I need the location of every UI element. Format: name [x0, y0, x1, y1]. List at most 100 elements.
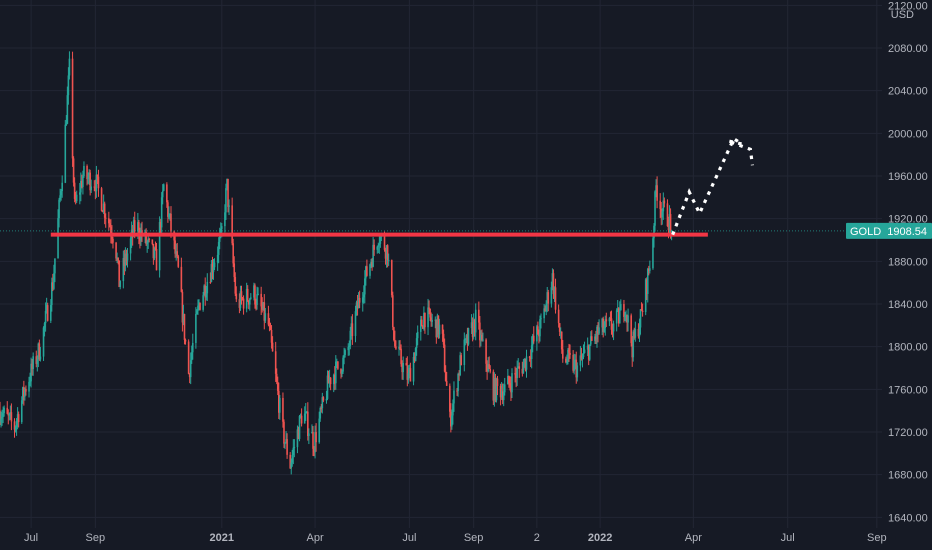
candle-body: [197, 305, 199, 311]
candle-body: [460, 355, 463, 366]
candle-body: [547, 292, 550, 304]
candle-body: [262, 302, 265, 310]
candle-body: [224, 212, 226, 227]
candle-body: [576, 365, 579, 378]
candle-body: [451, 415, 453, 427]
candle-body: [245, 288, 248, 309]
candle-body: [320, 407, 323, 409]
candle-body: [625, 314, 627, 316]
candle-body: [587, 345, 590, 360]
candle-body: [481, 335, 483, 340]
candle-body: [654, 191, 656, 226]
candle-body: [357, 297, 360, 309]
candle-body: [474, 309, 477, 333]
candle-body: [86, 165, 88, 180]
candle-body: [90, 186, 93, 191]
candle-body: [115, 242, 117, 259]
candle-body: [530, 345, 533, 359]
candle-body: [545, 303, 547, 312]
candle-body: [322, 397, 325, 401]
candle-body: [46, 305, 49, 321]
candle-body: [296, 429, 299, 448]
candle-body: [509, 383, 511, 386]
candle-body: [406, 365, 409, 380]
candle-body: [30, 363, 32, 382]
candle-body: [536, 326, 538, 342]
candle-body: [74, 198, 77, 202]
candle-body: [147, 238, 150, 243]
candle-body: [72, 158, 75, 183]
candle-body: [39, 356, 42, 360]
candle-body: [364, 278, 366, 295]
candle-body: [315, 432, 317, 443]
candle-body: [73, 182, 76, 199]
candlestick-series: [0, 51, 673, 475]
candle-body: [544, 308, 546, 312]
candle-body: [436, 315, 439, 338]
candle-body: [452, 403, 454, 416]
candle-body: [241, 298, 244, 300]
candle-body: [385, 245, 388, 259]
candle-body: [603, 327, 606, 332]
time-axis[interactable]: Jul Sep 2021 Apr Jul Sep 2 2022 Apr Jul Sep: [24, 532, 887, 544]
candle-body: [416, 331, 419, 339]
candle-body: [467, 328, 470, 345]
candle-body: [234, 277, 237, 294]
candle-body: [282, 397, 284, 422]
candle-body: [667, 226, 670, 231]
candle-body: [139, 236, 141, 241]
candle-body: [166, 184, 168, 203]
grid-lines: [0, 0, 882, 528]
currency-label[interactable]: USD: [891, 9, 914, 21]
candle-body: [253, 285, 255, 298]
candle-body: [358, 297, 361, 303]
candle-body: [573, 360, 575, 371]
candle-body: [473, 319, 476, 333]
candle-body: [240, 291, 243, 299]
candle-body: [209, 281, 212, 283]
candle-body: [378, 243, 381, 246]
candle-body: [35, 356, 38, 364]
candle-body: [169, 213, 171, 215]
candle-body: [88, 172, 90, 178]
candle-body: [376, 246, 379, 250]
candle-body: [220, 226, 223, 229]
candle-body: [53, 273, 55, 289]
candle-body: [100, 188, 103, 211]
candle-body: [101, 210, 104, 213]
candle-body: [38, 343, 41, 360]
candle-body: [595, 336, 597, 340]
candle-body: [60, 191, 62, 196]
price-axis[interactable]: 2120.00 2080.00 2040.00 2000.00 1960.00 1920.…: [888, 0, 928, 524]
candle-body: [308, 433, 310, 437]
candle-body: [443, 344, 446, 372]
candle-body: [275, 373, 278, 383]
candle-body: [196, 310, 198, 314]
candle-body: [640, 309, 643, 311]
candle-body: [633, 331, 636, 338]
candle-body: [479, 322, 481, 341]
candle-body: [168, 214, 170, 217]
candle-body: [414, 348, 417, 362]
candle-body: [61, 182, 63, 192]
candle-body: [558, 323, 561, 332]
candle-body: [216, 254, 219, 263]
candle-body: [94, 187, 97, 192]
candle-body: [569, 352, 571, 355]
candle-body: [386, 245, 389, 261]
candle-body: [297, 429, 300, 439]
candle-body: [42, 327, 45, 357]
candle-body: [465, 335, 468, 339]
candle-body: [638, 327, 641, 337]
candle-body: [198, 302, 200, 306]
candle-body: [421, 319, 423, 327]
candle-body: [670, 230, 673, 232]
candle-body: [199, 302, 201, 310]
candle-body: [400, 348, 402, 365]
candle-body: [45, 305, 48, 311]
candle-body: [553, 287, 556, 295]
candle-body: [539, 319, 541, 337]
candle-body: [466, 335, 469, 345]
candle-body: [372, 244, 374, 267]
